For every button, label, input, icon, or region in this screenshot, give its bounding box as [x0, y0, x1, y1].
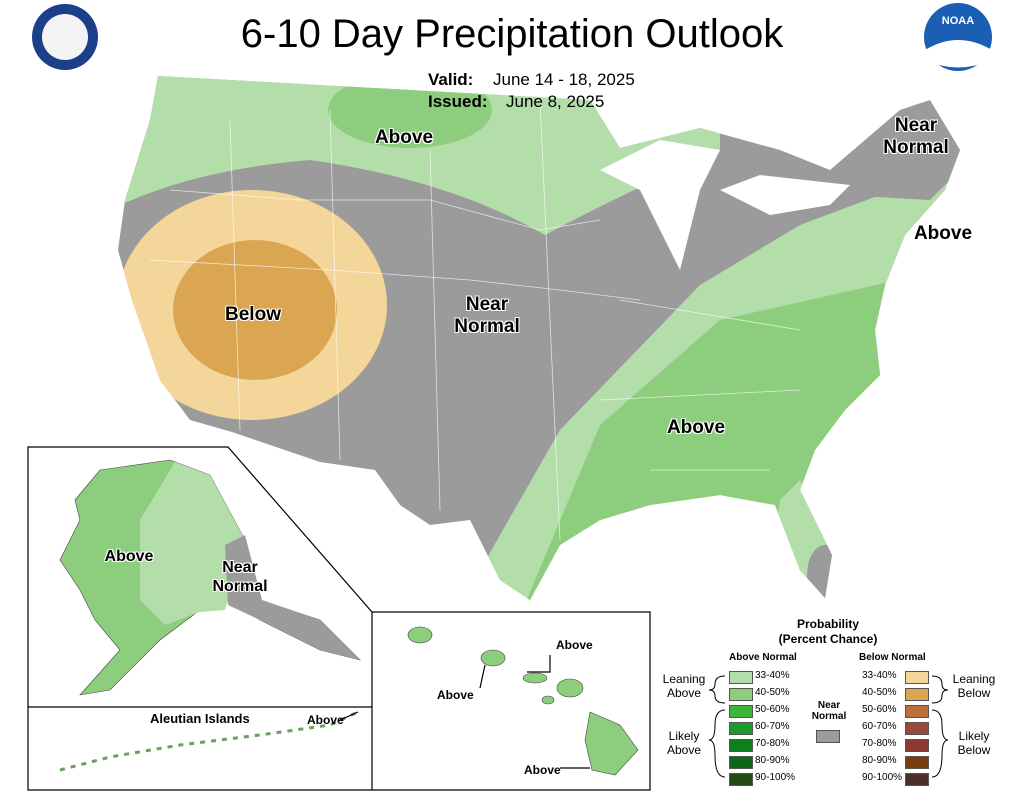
issued-label: Issued:	[428, 92, 488, 111]
legend-swatch	[729, 705, 753, 718]
noaa-wave	[925, 40, 992, 68]
region-label: Near Normal	[883, 115, 949, 158]
legend-group: Leaning Below	[952, 672, 996, 700]
legend-swatch	[729, 722, 753, 735]
region-label: Near Normal	[212, 559, 268, 595]
legend-swatch	[729, 773, 753, 786]
legend-swatch	[905, 773, 929, 786]
legend-range: 70-80%	[862, 738, 897, 749]
region-label: Above	[374, 127, 434, 148]
aleutian-label: Above	[307, 713, 344, 727]
legend-title: Probability	[796, 617, 859, 631]
legend-subtitle: (Percent Chance)	[778, 632, 878, 646]
commerce-seal-center	[42, 14, 88, 60]
legend-group: Likely Above	[666, 729, 702, 757]
legend-swatch	[905, 722, 929, 735]
region-label: Above	[104, 548, 154, 565]
legend-swatch	[729, 756, 753, 769]
aleutians	[59, 710, 359, 772]
legend-range: 40-50%	[755, 687, 790, 698]
legend-range: 90-100%	[755, 772, 796, 783]
legend-braces	[708, 675, 949, 778]
hawaii-label: Above	[437, 688, 474, 702]
aleutian-title: Aleutian Islands	[150, 711, 250, 726]
legend-swatch	[905, 688, 929, 701]
legend-near-normal: Near Normal	[811, 700, 847, 722]
legend-range: 60-70%	[862, 721, 897, 732]
region-label: Above	[913, 223, 973, 244]
noaa-text: NOAA	[942, 15, 974, 27]
region-label: Near Normal	[454, 294, 520, 337]
legend-range: 50-60%	[755, 704, 790, 715]
alaska-leaning	[140, 462, 245, 625]
legend-group: Leaning Above	[662, 672, 706, 700]
legend-swatch	[905, 756, 929, 769]
legend-above-header: Above Normal	[729, 652, 797, 663]
legend-group: Likely Below	[957, 729, 991, 757]
legend-range: 80-90%	[755, 755, 790, 766]
alaska-near	[225, 535, 360, 660]
legend-near-swatch	[816, 730, 840, 743]
legend-swatch	[729, 671, 753, 684]
valid-label: Valid:	[428, 70, 474, 89]
hawaii-label: Above	[556, 638, 593, 652]
legend-range: 33-40%	[862, 670, 897, 681]
issued-date: June 8, 2025	[506, 92, 605, 111]
legend-range: 80-90%	[862, 755, 897, 766]
valid-dates: June 14 - 18, 2025	[493, 70, 635, 89]
title: 6-10 Day Precipitation Outlook	[240, 12, 784, 56]
leader-lines	[339, 655, 590, 769]
region-label: Above	[666, 417, 726, 438]
region-label: Below	[225, 304, 281, 325]
hawaii-label: Above	[524, 763, 561, 777]
legend-range: 70-80%	[755, 738, 790, 749]
legend-swatch	[905, 739, 929, 752]
legend-below-header: Below Normal	[859, 652, 926, 663]
hawaii	[407, 626, 639, 776]
inset-frames	[27, 446, 651, 791]
legend-range: 90-100%	[862, 772, 903, 783]
legend-range: 40-50%	[862, 687, 897, 698]
legend-swatch	[729, 688, 753, 701]
legend-range: 60-70%	[755, 721, 790, 732]
legend-range: 50-60%	[862, 704, 897, 715]
legend-swatch	[729, 739, 753, 752]
legend-swatch	[905, 705, 929, 718]
legend-swatch	[905, 671, 929, 684]
legend-range: 33-40%	[755, 670, 790, 681]
